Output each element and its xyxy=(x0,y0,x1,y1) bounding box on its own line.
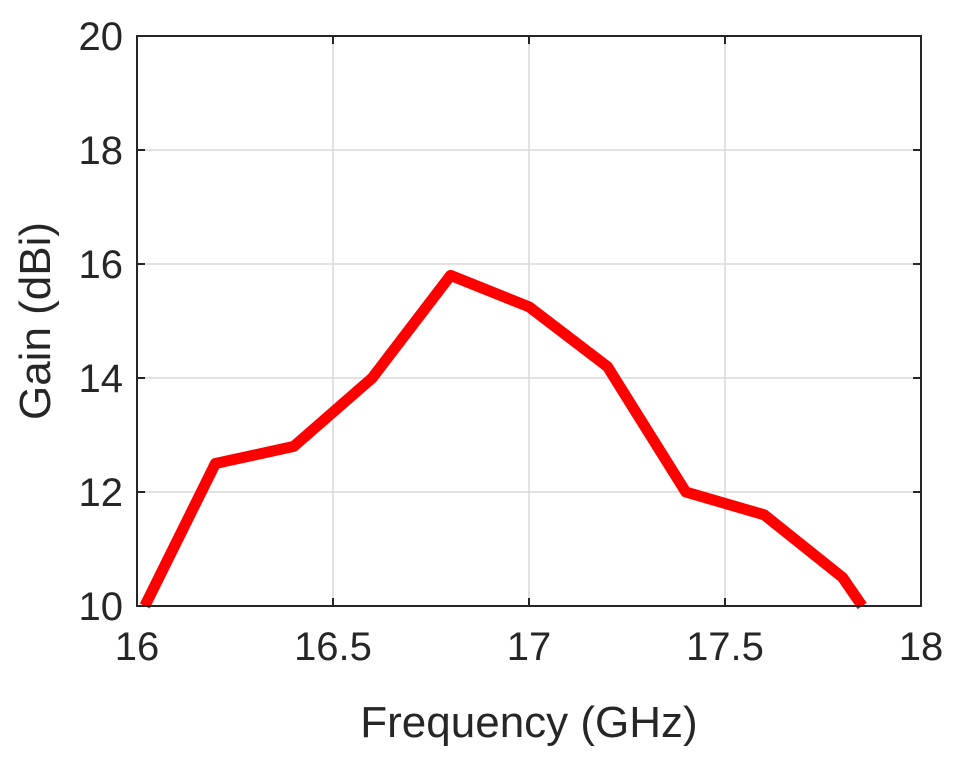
data-point xyxy=(606,366,608,368)
y-tick-labels: 10 12 14 16 18 20 xyxy=(79,15,124,629)
series-line-0 xyxy=(139,269,867,610)
data-point xyxy=(214,463,216,465)
data-point xyxy=(685,491,687,493)
data-point xyxy=(842,577,844,579)
x-tick-label: 18 xyxy=(899,625,944,669)
data-point xyxy=(763,514,765,516)
y-axis-label: Gain (dBi) xyxy=(11,222,60,420)
data-point xyxy=(450,274,452,276)
x-tick-label: 17.5 xyxy=(686,625,764,669)
series-layer xyxy=(139,269,867,610)
y-tick-label: 16 xyxy=(79,243,124,287)
data-point xyxy=(528,306,530,308)
y-tick-label: 12 xyxy=(79,471,124,515)
x-tick-label: 17 xyxy=(507,625,552,669)
ticks xyxy=(136,35,922,607)
x-tick-labels: 16 16.5 17 17.5 18 xyxy=(115,625,944,669)
x-tick-label: 16.5 xyxy=(294,625,372,669)
data-point xyxy=(371,377,373,379)
x-tick-label: 16 xyxy=(115,625,160,669)
x-axis-label: Frequency (GHz) xyxy=(360,698,697,747)
data-point xyxy=(293,445,295,447)
grid xyxy=(137,36,921,606)
y-tick-label: 18 xyxy=(79,129,124,173)
y-tick-label: 14 xyxy=(79,357,124,401)
y-tick-label: 10 xyxy=(79,585,124,629)
y-tick-label: 20 xyxy=(79,15,124,59)
